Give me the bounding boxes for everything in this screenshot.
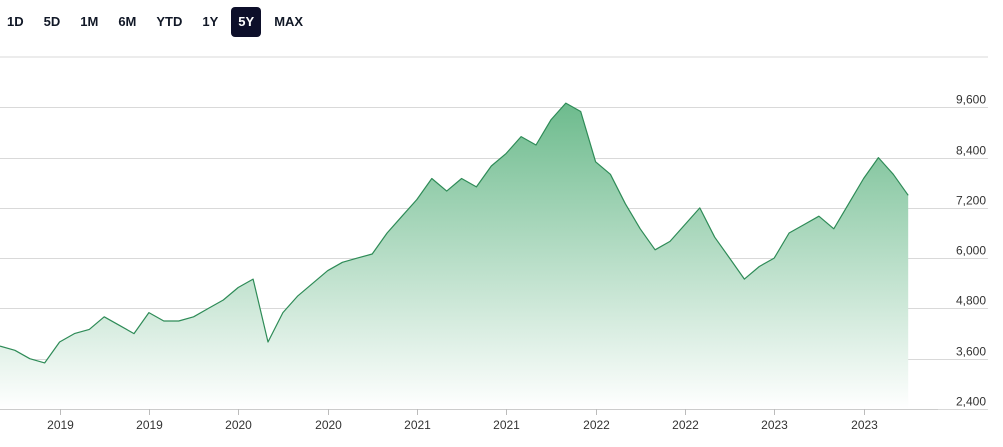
chart-area-fill [0,102,909,409]
range-button-max[interactable]: MAX [274,14,304,29]
y-tick-label: 8,400 [956,144,986,158]
x-tick-label: 2020 [225,418,252,432]
x-tick-label: 2023 [851,418,878,432]
y-tick-label: 6,000 [956,244,986,258]
x-tick-label: 2021 [493,418,520,432]
y-tick-label: 9,600 [956,93,986,107]
range-button-5y[interactable]: 5Y [231,7,262,37]
range-button-1y[interactable]: 1Y [202,14,219,29]
y-tick-label: 4,800 [956,294,986,308]
range-button-5d[interactable]: 5D [43,14,61,29]
range-button-1m[interactable]: 1M [80,14,99,29]
range-button-1d[interactable]: 1D [7,14,24,29]
series-line [0,102,909,364]
range-button-ytd[interactable]: YTD [156,14,183,29]
range-button-6m[interactable]: 6M [118,14,137,29]
y-tick-label: 3,600 [956,345,986,359]
x-axis: 2019 2019 2020 2020 2021 2021 2022 2022 2023 2023 [0,409,938,432]
y-axis-labels: 2,400 3,600 4,800 6,000 7,200 8,400 9,600 [956,93,986,409]
x-tick-label: 2020 [315,418,342,432]
x-tick-label: 2019 [136,418,163,432]
x-tick-label: 2023 [761,418,788,432]
x-tick-label: 2022 [672,418,699,432]
time-range-selector: 1D 5D 1M 6M YTD 1Y 5Y MAX [0,7,316,37]
x-tick-label: 2021 [404,418,431,432]
series-area [0,103,909,409]
y-tick-label: 7,200 [956,194,986,208]
x-tick-label: 2022 [583,418,610,432]
y-tick-label: 2,400 [956,395,986,409]
x-tick-label: 2019 [47,418,74,432]
